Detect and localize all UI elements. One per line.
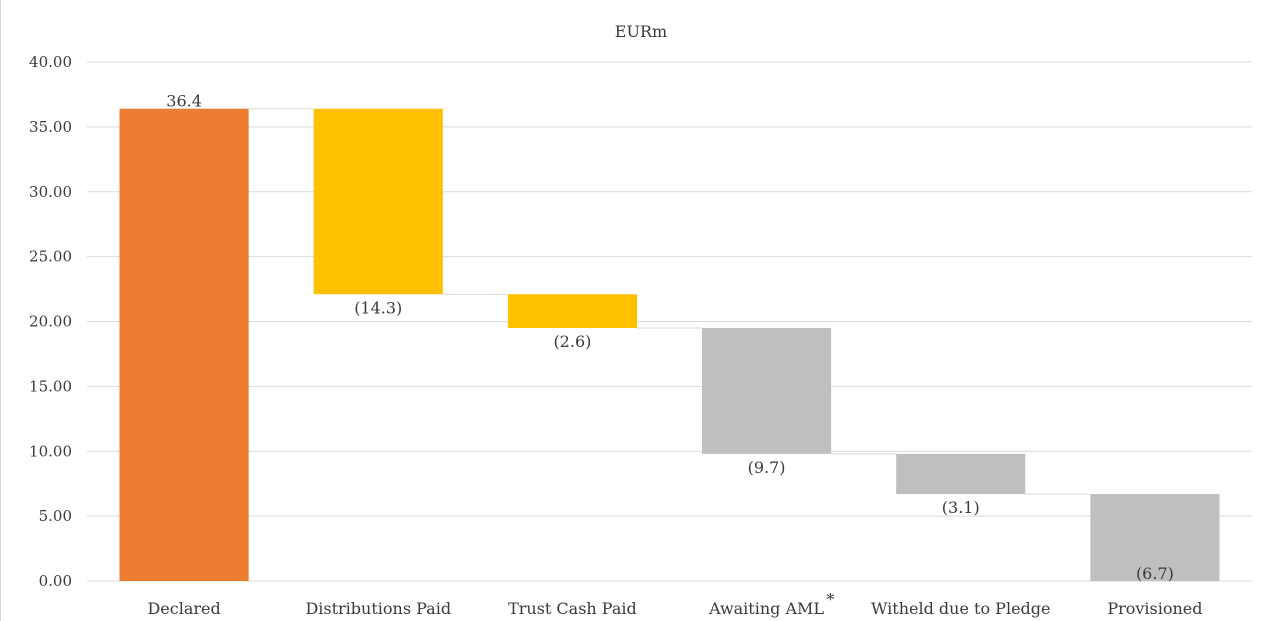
data-labels: 36.4 (14.3) (2.6) (9.7) (3.1) (6.7) bbox=[166, 92, 1174, 583]
y-tick-label: 20.00 bbox=[29, 313, 72, 331]
bar-witheld-due-to-pledge bbox=[896, 453, 1026, 495]
bar-awaiting-aml bbox=[702, 327, 832, 454]
data-label: (14.3) bbox=[354, 298, 402, 317]
x-axis-categories: Declared Distributions Paid Trust Cash Pai… bbox=[147, 590, 1202, 618]
y-tick-label: 10.00 bbox=[29, 442, 72, 460]
data-label: (6.7) bbox=[1136, 564, 1174, 583]
data-label: 36.4 bbox=[166, 92, 202, 111]
category-label: Provisioned bbox=[1107, 599, 1202, 618]
bar-trust-cash-paid bbox=[507, 294, 637, 328]
y-tick-label: 15.00 bbox=[29, 377, 72, 395]
y-tick-label: 5.00 bbox=[39, 507, 72, 525]
category-label: Awaiting AML bbox=[708, 599, 824, 618]
y-tick-label: 40.00 bbox=[29, 53, 72, 71]
category-label: Declared bbox=[147, 599, 220, 618]
category-footnote-mark: * bbox=[826, 590, 834, 609]
gridlines bbox=[87, 61, 1252, 582]
bar-provisioned bbox=[1090, 494, 1220, 581]
data-label: (2.6) bbox=[553, 332, 591, 351]
y-tick-label: 0.00 bbox=[39, 572, 72, 590]
bar-declared bbox=[119, 108, 249, 582]
y-tick-label: 35.00 bbox=[29, 118, 72, 136]
data-label: (9.7) bbox=[748, 458, 786, 477]
data-label: (3.1) bbox=[942, 498, 980, 517]
bars bbox=[119, 108, 1220, 582]
category-label: Trust Cash Paid bbox=[508, 599, 637, 618]
y-tick-label: 25.00 bbox=[29, 248, 72, 266]
y-tick-label: 30.00 bbox=[29, 183, 72, 201]
chart-title: EURm bbox=[615, 22, 667, 41]
category-label: Witheld due to Pledge bbox=[871, 599, 1050, 618]
y-axis-ticks: 0.00 5.00 10.00 15.00 20.00 25.00 30.00 35.00 40… bbox=[29, 53, 72, 590]
category-label: Distributions Paid bbox=[305, 599, 451, 618]
connectors bbox=[248, 108, 1091, 495]
bar-distributions-paid bbox=[313, 108, 443, 295]
